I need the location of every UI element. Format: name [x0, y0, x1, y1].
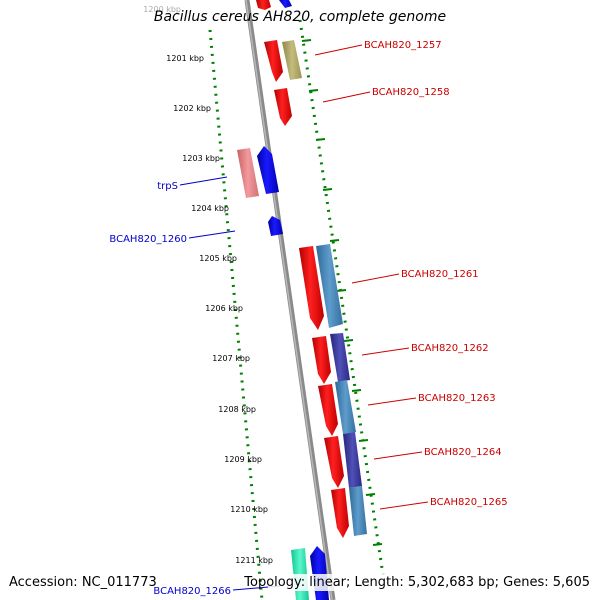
gene-label-group: BCAH820_1260 — [109, 230, 236, 245]
gene-label-group: BCAH820_1261 — [351, 269, 479, 284]
tick-label: 1210 kbp — [230, 505, 268, 514]
tick-label: 1204 kbp — [191, 204, 229, 213]
tick-label: 1205 kbp — [199, 254, 237, 263]
gene-arrow[interactable] — [316, 244, 343, 328]
genome-backbone — [244, 0, 336, 600]
gene-arrow[interactable] — [331, 488, 349, 538]
gene-label-group: BCAH820_1258 — [322, 87, 450, 103]
gene-arrow[interactable] — [264, 40, 283, 82]
gene-arrow[interactable] — [335, 380, 356, 434]
gene-arrow[interactable] — [318, 384, 338, 436]
tick-label: 1209 kbp — [224, 455, 262, 464]
left-tick-guide — [208, 29, 264, 600]
gene-arrow[interactable] — [312, 336, 331, 384]
accession-text: Accession: NC_011773 — [9, 575, 157, 590]
gene-label-group: BCAH820_1265 — [379, 497, 508, 510]
genome-summary-text: Topology: linear; Length: 5,302,683 bp; … — [244, 575, 590, 590]
gene-label[interactable]: BCAH820_1266 — [153, 586, 231, 597]
tick-label: 1211 kbp — [235, 556, 273, 565]
gene-arrow[interactable] — [256, 0, 271, 10]
gene-arrow[interactable] — [257, 146, 279, 194]
gene-arrow[interactable] — [330, 333, 350, 382]
gene-arrow[interactable] — [282, 40, 302, 80]
gene-label-group: BCAH820_1262 — [361, 343, 489, 356]
right-tick-guide — [298, 19, 385, 576]
gene-label[interactable]: BCAH820_1262 — [411, 343, 489, 354]
gene-arrow[interactable] — [274, 88, 292, 126]
gene-arrow[interactable] — [349, 486, 367, 536]
tick-label: 1203 kbp — [182, 154, 220, 163]
tick-label: 1200 kbp — [143, 5, 181, 14]
summary-backdrop — [268, 574, 593, 591]
right-tick-marks — [301, 39, 383, 546]
gene-label[interactable]: BCAH820_1263 — [418, 393, 496, 404]
map-title: Bacillus cereus AH820, complete genome — [153, 9, 447, 25]
gene-label[interactable]: trpS — [157, 181, 178, 192]
gene-arrow[interactable] — [324, 436, 344, 488]
tick-label: 1206 kbp — [205, 304, 243, 313]
tick-label: 1208 kbp — [218, 405, 256, 414]
gene-label-group: BCAH820_1263 — [367, 393, 496, 406]
gene-label[interactable]: BCAH820_1261 — [401, 269, 479, 280]
gene-label[interactable]: BCAH820_1264 — [424, 447, 502, 458]
tick-label: 1201 kbp — [166, 54, 204, 63]
genome-backbone-highlight — [245, 0, 333, 600]
gene-label-group: BCAH820_1257 — [314, 40, 442, 56]
gene-arrow[interactable] — [268, 216, 283, 236]
gene-arrow[interactable] — [343, 432, 362, 488]
tick-label: 1207 kbp — [212, 354, 250, 363]
gene-arrow[interactable] — [237, 148, 259, 198]
tick-label: 1202 kbp — [173, 104, 211, 113]
gene-label-group: BCAH820_1264 — [373, 447, 502, 460]
gene-label[interactable]: BCAH820_1258 — [372, 87, 450, 98]
gene-arrow[interactable] — [279, 0, 292, 8]
gene-label-group: trpS — [157, 176, 228, 192]
gene-arrow[interactable] — [299, 246, 324, 330]
gene-label[interactable]: BCAH820_1265 — [430, 497, 508, 508]
gene-label[interactable]: BCAH820_1257 — [364, 40, 442, 51]
gene-label[interactable]: BCAH820_1260 — [109, 234, 187, 245]
